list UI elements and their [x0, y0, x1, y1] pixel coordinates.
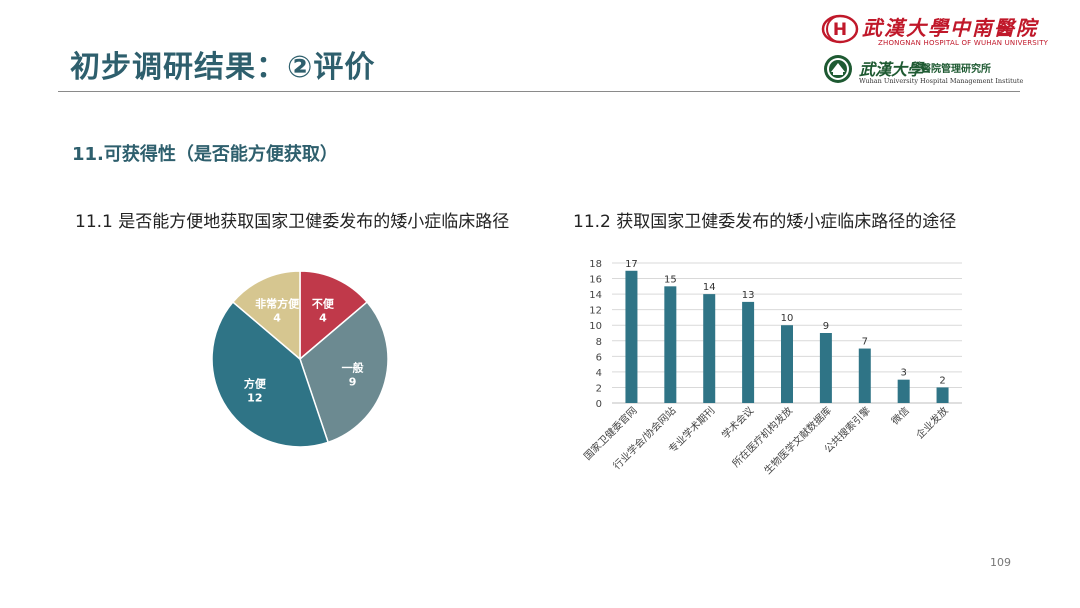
- x-category-label: 学术会议: [719, 404, 756, 441]
- hospital-name: 武漢大學中南醫院: [862, 16, 1038, 40]
- pie-slice-label: 不便: [312, 296, 335, 310]
- bar-data-label: 13: [742, 290, 755, 301]
- hospital-emblem-icon: H: [821, 14, 859, 44]
- y-tick-label: 6: [596, 352, 602, 363]
- bar-data-label: 14: [703, 282, 716, 293]
- pie-chart: 不便 4 一般 9 方便 12 非常方便 4: [205, 264, 395, 454]
- bar-data-label: 15: [664, 274, 677, 285]
- bar-data-label: 9: [823, 321, 829, 332]
- institute-university-name: 武漢大學: [859, 60, 924, 79]
- bar-1: [664, 286, 677, 403]
- y-tick-label: 12: [589, 306, 602, 317]
- x-category-label: 行业学会/协会网站: [610, 404, 678, 472]
- bar-8: [936, 387, 949, 403]
- pie-slice-3: [231, 270, 301, 361]
- x-category-label: 微信: [888, 404, 911, 427]
- institute-logo: 武漢大學 醫院管理研究所 Wuhan University Hospital M…: [823, 54, 1023, 88]
- hospital-name-english: ZHONGNAN HOSPITAL OF WUHAN UNIVERSITY: [878, 39, 1049, 47]
- pie-slice-value: 9: [349, 376, 357, 389]
- y-tick-label: 14: [589, 290, 602, 301]
- bar-data-label: 7: [862, 337, 868, 348]
- y-tick-label: 4: [596, 368, 602, 379]
- bar-0: [625, 270, 638, 403]
- bar-data-label: 17: [625, 259, 638, 270]
- pie-slice-value: 4: [273, 311, 281, 324]
- bar-data-label: 3: [900, 368, 906, 379]
- y-tick-label: 8: [596, 337, 602, 348]
- pie-slice-2: [211, 300, 330, 448]
- pie-slice-1: [299, 300, 389, 444]
- institute-name-english: Wuhan University Hospital Management Ins…: [859, 77, 1024, 85]
- bar-chart: 0 2 4 6 8 10 12 14 16 18 17 国家卫健委官网 15 行业学会/协会网站 14 专业学…: [570, 250, 980, 510]
- pie-slice-label: 方便: [244, 377, 267, 391]
- x-category-label: 企业发放: [913, 404, 950, 441]
- y-tick-label: 18: [589, 259, 602, 270]
- pie-slice-label: 非常方便: [255, 296, 300, 310]
- y-tick-label: 2: [596, 383, 602, 394]
- institute-name: 醫院管理研究所: [921, 64, 991, 75]
- slide-title: 初步调研结果：②评价: [70, 50, 376, 85]
- x-category-label: 生物医学文献数据库: [761, 404, 834, 477]
- bar-data-label: 10: [781, 313, 794, 324]
- pie-slice-label: 一般: [342, 361, 364, 375]
- page-number: 109: [990, 556, 1011, 569]
- pie-chart-heading: 11.1 是否能方便地获取国家卫健委发布的矮小症临床路径: [75, 212, 510, 232]
- university-seal-icon: [824, 55, 852, 83]
- pie-slice-0: [299, 270, 369, 361]
- bar-5: [819, 333, 832, 403]
- bar-chart-heading: 11.2 获取国家卫健委发布的矮小症临床路径的途径: [573, 212, 957, 232]
- pie-slice-value: 12: [247, 392, 262, 405]
- bar-3: [742, 301, 755, 403]
- bar-data-label: 2: [939, 375, 945, 386]
- bar-2: [703, 294, 716, 403]
- bar-4: [781, 325, 793, 403]
- title-divider: [58, 91, 1020, 92]
- hospital-emblem-letter: H: [833, 20, 847, 40]
- zhongnan-hospital-logo: H 武漢大學中南醫院 ZHONGNAN HOSPITAL OF WUHAN UN…: [820, 12, 1048, 52]
- section-heading: 11.可获得性（是否能方便获取）: [72, 144, 338, 165]
- pie-slice-value: 4: [319, 311, 327, 324]
- y-tick-label: 0: [596, 399, 602, 410]
- y-tick-label: 10: [589, 321, 602, 332]
- bar-6: [858, 348, 871, 403]
- bar-7: [897, 379, 910, 403]
- y-tick-label: 16: [589, 275, 602, 286]
